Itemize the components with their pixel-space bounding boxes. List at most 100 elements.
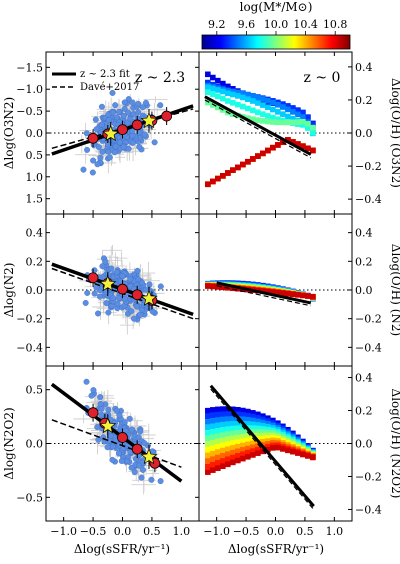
data-point [89,169,96,176]
track-square [265,423,271,430]
track-square [250,429,256,435]
left-title: z ~ 2.3 [135,70,185,86]
track-square [265,446,271,453]
track-square [255,446,261,453]
track-square [295,292,301,298]
track-square [210,439,216,446]
track-square [270,144,276,151]
data-point [135,276,142,283]
colorbar: log(M*/M⊙) 9.2 9.6 10.0 10.4 10.8 [201,0,351,50]
track-square [210,283,216,290]
data-point [90,387,97,394]
track-square [210,434,216,441]
left-y-label: Δlog(N2) [2,263,16,318]
data-point [84,146,91,153]
track-square [255,411,261,418]
track-square [300,109,306,116]
track-square [215,411,221,418]
track-square [225,170,231,176]
track-square [205,99,211,106]
data-point [121,105,128,112]
x-tick-label: 0.0 [267,525,285,538]
bin-point [131,289,143,301]
track-square [225,98,231,104]
data-point [113,114,120,121]
track-square [230,285,236,292]
data-point [128,464,135,471]
data-point [136,143,143,150]
track-square [265,435,271,441]
data-point [105,309,112,316]
data-point [139,104,146,111]
x-tick-label: 0.0 [114,525,132,538]
track-square [310,121,316,128]
track-square [205,452,211,459]
track-square [230,440,236,446]
track-square [245,445,251,452]
track-square [250,440,256,447]
track-square [290,105,296,111]
track-square [265,421,271,427]
track-square [260,419,266,426]
track-square [255,94,261,101]
fit-line [216,281,312,305]
track-square [220,458,226,464]
track-square [230,100,236,106]
bin-point [161,110,173,122]
track-square [295,141,301,147]
track-square [240,442,246,449]
track-square [210,412,216,419]
track-square [240,447,246,453]
data-point [131,469,138,476]
track-square [210,461,216,468]
fit-line [50,382,183,483]
track-square [205,441,211,447]
track-square [255,429,261,435]
track-square [255,418,261,425]
track-square [260,111,266,117]
track-square [205,79,211,86]
star-point [140,111,158,129]
track-square [260,438,266,445]
track-square [240,161,246,168]
track-square [255,450,261,456]
data-point [97,394,104,401]
track-square [220,173,226,179]
x-tick-label: −0.5 [233,525,260,538]
y-tick-label: 0.4 [355,61,373,74]
data-point [108,265,115,272]
track-square [260,448,266,455]
track-square [280,446,286,452]
data-point [148,476,155,483]
track-square [285,290,291,297]
track-square [230,430,236,437]
track-square [230,459,236,466]
data-point [149,308,156,315]
track-square [290,115,296,122]
data-point [137,311,144,318]
track-square [215,427,221,434]
track-square [305,293,311,299]
data-point [98,121,105,128]
track-square [210,450,216,457]
track-square [205,463,211,470]
track-square [210,445,216,452]
track-square [295,119,301,125]
track-square [270,289,276,295]
track-square [225,83,231,90]
track-square [240,103,246,110]
track-square [225,90,231,97]
data-point [135,100,142,107]
data-point [83,378,90,385]
data-point [113,269,120,276]
track-square [220,80,226,87]
data-point [95,436,102,443]
data-point [99,263,106,270]
data-point [98,103,105,110]
track-square [210,467,216,473]
y-tick-label: −0.4 [355,503,382,516]
track-square [300,143,306,149]
track-square [260,422,266,429]
data-point [127,115,134,122]
